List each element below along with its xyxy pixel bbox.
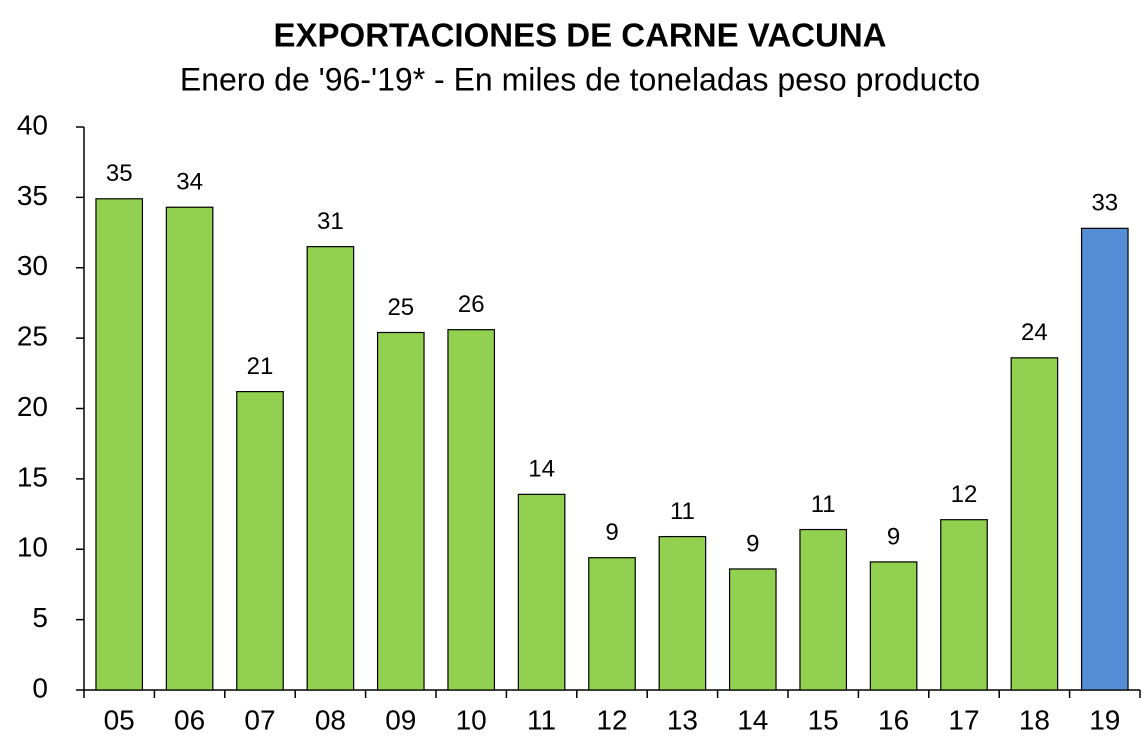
bar bbox=[940, 519, 988, 691]
value-label: 9 bbox=[746, 530, 759, 557]
x-tick-label: 16 bbox=[878, 704, 909, 735]
bar bbox=[1080, 227, 1129, 691]
x-tick-label: 07 bbox=[244, 704, 275, 735]
x-tick-label: 17 bbox=[948, 704, 979, 735]
x-tick-label: 09 bbox=[385, 704, 416, 735]
x-tick-label: 12 bbox=[596, 704, 627, 735]
value-label: 26 bbox=[458, 291, 485, 318]
value-label: 12 bbox=[951, 481, 978, 508]
bar bbox=[588, 557, 636, 691]
bar bbox=[95, 198, 144, 691]
x-tick-label: 05 bbox=[104, 704, 135, 735]
chart-title: EXPORTACIONES DE CARNE VACUNA bbox=[274, 17, 887, 54]
y-tick-label: 10 bbox=[17, 532, 48, 563]
value-label: 33 bbox=[1091, 190, 1118, 217]
value-label: 25 bbox=[387, 294, 414, 321]
x-tick-label: 10 bbox=[456, 704, 487, 735]
value-label: 31 bbox=[317, 208, 344, 235]
value-label: 11 bbox=[670, 498, 695, 525]
x-tick-label: 18 bbox=[1019, 704, 1050, 735]
y-tick-label: 35 bbox=[17, 180, 48, 211]
chart-subtitle: Enero de '96-'19* - En miles de tonelada… bbox=[180, 61, 980, 97]
value-label: 9 bbox=[887, 523, 900, 550]
x-tick-label: 15 bbox=[808, 704, 839, 735]
value-label: 21 bbox=[247, 353, 274, 380]
bar bbox=[658, 535, 707, 691]
x-tick-label: 14 bbox=[737, 704, 768, 735]
bar bbox=[306, 246, 355, 691]
y-tick-label: 40 bbox=[17, 109, 48, 140]
bar bbox=[165, 206, 214, 691]
value-label: 35 bbox=[106, 160, 133, 187]
bar bbox=[517, 493, 566, 691]
y-tick-label: 30 bbox=[17, 250, 48, 281]
x-tick-label: 06 bbox=[174, 704, 205, 735]
y-tick-label: 0 bbox=[32, 672, 48, 703]
bar bbox=[236, 391, 284, 691]
x-tick-label: 13 bbox=[667, 704, 698, 735]
bar bbox=[1010, 357, 1059, 691]
bar bbox=[869, 561, 918, 691]
bar bbox=[447, 329, 496, 691]
y-tick-label: 5 bbox=[32, 602, 48, 633]
x-tick-label: 11 bbox=[527, 704, 556, 735]
bar bbox=[376, 331, 425, 691]
value-label: 34 bbox=[176, 169, 203, 196]
x-tick-label: 08 bbox=[315, 704, 346, 735]
y-tick-label: 15 bbox=[17, 461, 48, 492]
bar bbox=[799, 528, 848, 691]
value-label: 11 bbox=[811, 491, 836, 518]
value-label: 9 bbox=[605, 519, 618, 546]
y-tick-label: 25 bbox=[17, 321, 48, 352]
value-label: 24 bbox=[1021, 319, 1048, 346]
x-tick-label: 19 bbox=[1089, 704, 1120, 735]
y-tick-label: 20 bbox=[17, 391, 48, 422]
value-label: 14 bbox=[528, 456, 555, 483]
bar bbox=[728, 568, 777, 691]
